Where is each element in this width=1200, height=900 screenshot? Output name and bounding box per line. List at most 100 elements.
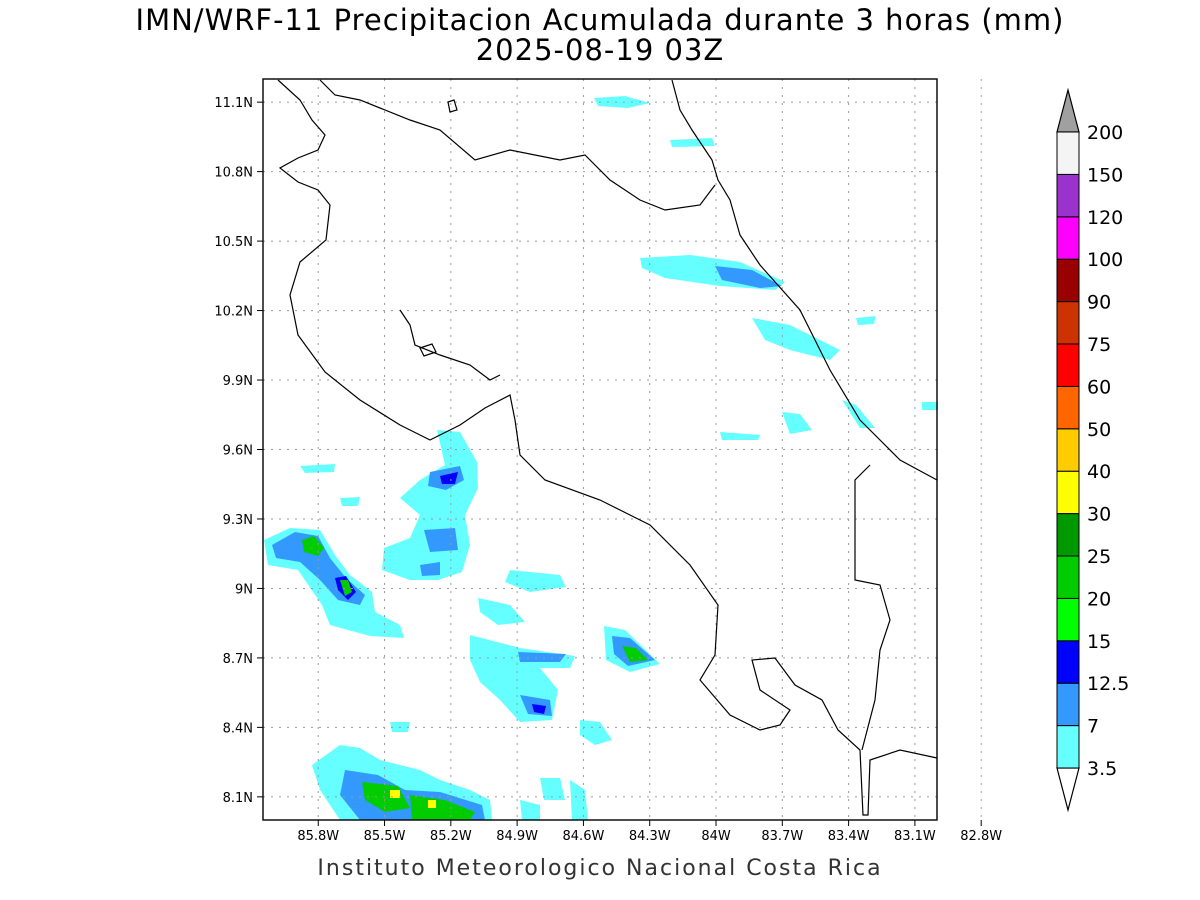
lake-shore: [319, 79, 716, 211]
nicoya-gulf-island: [419, 343, 437, 357]
coastlines: [277, 79, 938, 816]
precip-field: [264, 96, 938, 820]
colorbar-label: 90: [1087, 292, 1111, 314]
colorbar-bin: [1056, 428, 1080, 472]
precip-cell: [382, 430, 478, 580]
colorbar-label: 20: [1087, 588, 1111, 610]
colorbar-bin: [1056, 725, 1080, 769]
lon-tick-label: 84.9W: [496, 829, 538, 844]
lat-tick-label: 10.5N: [214, 235, 253, 250]
colorbar-label: 100: [1087, 249, 1123, 271]
lon-tick-label: 83.7W: [761, 829, 803, 844]
colorbar-label: 30: [1087, 504, 1111, 526]
island-contour: [447, 99, 458, 113]
colorbar-label: 75: [1087, 334, 1111, 356]
colorbar-label: 40: [1087, 461, 1111, 483]
colorbar: 3.5 7 12.5 15 20 25 30 40 50 60 75 90 100 120 150 200: [1056, 87, 1129, 813]
precip-cell: [532, 704, 546, 714]
lon-tick-label: 84.6W: [563, 829, 605, 844]
colorbar-bin: [1056, 385, 1080, 430]
lon-tick-label: 84.3W: [629, 829, 671, 844]
precip-cell: [670, 138, 715, 147]
lon-tick-label: 83.4W: [828, 829, 870, 844]
precip-cell: [340, 497, 360, 506]
lat-tick-label: 10.2N: [214, 305, 253, 320]
colorbar-bin: [1056, 513, 1080, 557]
precip-cell: [715, 266, 782, 288]
lon-tick-label: 83.1W: [894, 829, 936, 844]
precip-cell: [520, 800, 540, 820]
precip-cell: [752, 318, 840, 360]
colorbar-bin: [1056, 555, 1080, 599]
colorbar-bin: [1056, 131, 1080, 175]
colorbar-label: 120: [1087, 207, 1123, 229]
caribbean-coast: [671, 79, 938, 481]
colorbar-bin: [1056, 173, 1080, 218]
colorbar-over-triangle: [1056, 87, 1080, 133]
colorbar-label: 200: [1087, 122, 1123, 144]
lat-tick-label: 9.3N: [223, 513, 253, 528]
precip-cell: [540, 778, 565, 800]
credit-line: Instituto Meteorologico Nacional Costa R…: [317, 856, 883, 881]
map-title: IMN/WRF-11 Precipitacion Acumulada duran…: [135, 3, 1065, 37]
colorbar-label: 12.5: [1087, 673, 1129, 695]
lon-tick-label: 85.8W: [297, 829, 339, 844]
colorbar-label: 25: [1087, 546, 1111, 568]
precip-cell: [842, 400, 875, 428]
colorbar-under-triangle: [1056, 767, 1080, 813]
precip-cell: [720, 432, 760, 440]
panama-border: [854, 464, 891, 751]
nicaragua-pacific-coast: [277, 79, 938, 816]
colorbar-label: 50: [1087, 419, 1111, 441]
colorbar-label: 7: [1087, 716, 1099, 738]
lon-tick-label: 85.5W: [364, 829, 406, 844]
precip-cell: [470, 635, 575, 722]
precip-cell: [300, 464, 335, 473]
colorbar-label: 150: [1087, 164, 1123, 186]
precip-cell: [410, 795, 475, 820]
precip-cell: [420, 562, 440, 576]
lat-tick-label: 8.4N: [223, 721, 253, 736]
precip-cell: [518, 652, 566, 662]
lon-tick-label: 85.2W: [430, 829, 472, 844]
precip-cell: [390, 790, 400, 798]
map-gridlines: [263, 79, 982, 820]
colorbar-bin: [1056, 640, 1080, 684]
colorbar-bin: [1056, 216, 1080, 260]
lat-tick-label: 9N: [235, 582, 253, 597]
map-axes: 11.1N 10.8N 10.5N 10.2N 9.9N 9.6N 9.3N 9N 8.7N 8.…: [214, 96, 1002, 844]
lat-tick-label: 9.6N: [223, 444, 253, 459]
lat-tick-label: 8.1N: [223, 791, 253, 806]
colorbar-label: 3.5: [1087, 758, 1117, 780]
colorbar-bin: [1056, 343, 1080, 387]
lat-tick-label: 11.1N: [214, 96, 253, 111]
lat-tick-label: 10.8N: [214, 166, 253, 181]
map-datetime: 2025-08-19 03Z: [475, 33, 725, 67]
precip-cell: [340, 580, 352, 596]
colorbar-label: 15: [1087, 631, 1111, 653]
precip-cell: [922, 402, 938, 410]
nicoya-peninsula-coast: [399, 309, 501, 381]
colorbar-bin: [1056, 682, 1080, 727]
lat-tick-label: 9.9N: [223, 374, 253, 389]
colorbar-label: 60: [1087, 376, 1111, 398]
colorbar-bin: [1056, 597, 1080, 642]
precip-cell: [424, 528, 458, 552]
lat-tick-label: 8.7N: [223, 652, 253, 667]
precip-cell: [478, 598, 525, 625]
precip-cell: [362, 782, 410, 812]
colorbar-bin: [1056, 301, 1080, 345]
precip-cell: [622, 646, 648, 662]
precip-cell: [570, 780, 588, 820]
lon-tick-label: 84W: [701, 829, 731, 844]
precip-cell: [782, 412, 812, 434]
precip-cell: [505, 570, 566, 592]
colorbar-bin: [1056, 258, 1080, 303]
precip-cell: [580, 720, 612, 745]
precip-cell: [856, 316, 876, 325]
precip-cell: [428, 800, 436, 808]
lon-tick-label: 82.8W: [960, 829, 1002, 844]
colorbar-bin: [1056, 470, 1080, 515]
precip-cell: [440, 472, 458, 484]
